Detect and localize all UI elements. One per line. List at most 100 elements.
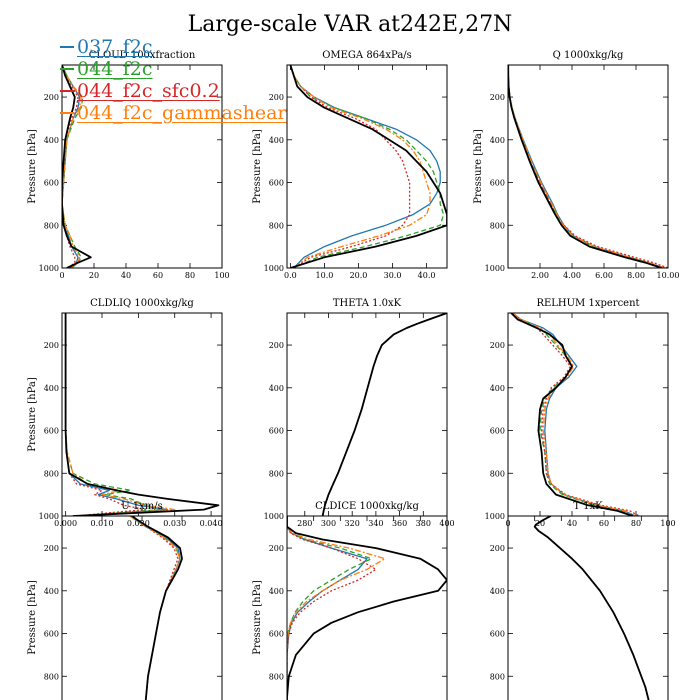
y-tick-label: 1000 bbox=[264, 512, 284, 521]
x-tick-label: 380 bbox=[416, 519, 431, 528]
x-tick-label: 10.0 bbox=[316, 271, 334, 280]
panel-title: T 1xK bbox=[573, 501, 603, 512]
series-line-1 bbox=[287, 516, 368, 700]
y-tick-label: 800 bbox=[269, 672, 284, 681]
x-tick-label: 8.00 bbox=[627, 271, 645, 280]
x-tick-label: 360 bbox=[392, 519, 407, 528]
y-axis-label: Pressure [hPa] bbox=[252, 129, 263, 204]
legend-label: 044_f2c_sfc0.2 bbox=[77, 80, 220, 102]
y-tick-label: 800 bbox=[44, 221, 59, 230]
series-line-4 bbox=[534, 516, 650, 700]
series-line-4 bbox=[512, 313, 637, 516]
x-tick-label: 340 bbox=[368, 519, 383, 528]
series-line-1 bbox=[129, 516, 181, 700]
reference-line bbox=[131, 516, 183, 700]
reference-line bbox=[508, 65, 662, 268]
x-tick-label: 30.0 bbox=[384, 271, 402, 280]
panel-frame bbox=[507, 312, 669, 517]
x-tick-label: 20.0 bbox=[350, 271, 368, 280]
y-tick-label: 1000 bbox=[39, 264, 59, 273]
series-line-1 bbox=[534, 516, 650, 700]
series-group bbox=[64, 313, 220, 516]
y-tick-label: 200 bbox=[269, 341, 284, 350]
series-line-3 bbox=[534, 516, 650, 700]
y-tick-label: 400 bbox=[490, 136, 505, 145]
y-tick-label: 200 bbox=[44, 544, 59, 553]
legend-label: 044_f2c_gammashear bbox=[77, 102, 287, 124]
series-group bbox=[508, 65, 668, 268]
series-line-4 bbox=[287, 516, 386, 700]
x-tick-label: 6.00 bbox=[595, 271, 613, 280]
y-tick-label: 800 bbox=[44, 469, 59, 478]
panel-title: CLDLIQ 1000xkg/kg bbox=[90, 298, 194, 309]
chart-panel: THETA 1.0xK 200 400 600 800 1000 280 300 320 340 3… bbox=[264, 298, 455, 528]
y-tick-label: 400 bbox=[44, 384, 59, 393]
y-tick-label: 200 bbox=[490, 544, 505, 553]
x-tick-label: 0.040 bbox=[200, 519, 223, 528]
legend-item: 044_f2c bbox=[60, 58, 287, 80]
legend-swatch bbox=[60, 68, 74, 70]
legend-label: 037_f2c bbox=[77, 36, 153, 58]
reference-line bbox=[321, 313, 447, 516]
legend-swatch bbox=[60, 46, 74, 48]
y-tick-label: 600 bbox=[269, 630, 284, 639]
y-tick-label: 800 bbox=[490, 672, 505, 681]
panel-frame bbox=[286, 312, 448, 517]
x-tick-label: 60 bbox=[153, 271, 163, 280]
x-tick-label: 80 bbox=[631, 519, 641, 528]
x-tick-label: 300 bbox=[321, 519, 336, 528]
y-tick-label: 600 bbox=[490, 630, 505, 639]
reference-line bbox=[510, 313, 634, 516]
chart-panel: T 1xK20040060080010001802002202402602803… bbox=[490, 501, 669, 700]
x-tick-label: 40 bbox=[567, 519, 577, 528]
x-tick-label: 40 bbox=[121, 271, 131, 280]
y-axis-label: Pressure [hPa] bbox=[473, 129, 484, 204]
y-tick-label: 600 bbox=[490, 427, 505, 436]
y-axis-label: Pressure [hPa] bbox=[27, 580, 38, 655]
reference-line bbox=[64, 313, 220, 516]
y-tick-label: 1000 bbox=[485, 264, 505, 273]
x-tick-label: 60 bbox=[599, 519, 609, 528]
legend-swatch bbox=[60, 90, 74, 92]
legend-swatch bbox=[60, 112, 74, 114]
legend-item: 044_f2c_sfc0.2 bbox=[60, 80, 287, 102]
panel-frame bbox=[286, 64, 448, 269]
series-line-2 bbox=[534, 516, 650, 700]
y-tick-label: 600 bbox=[44, 630, 59, 639]
y-tick-label: 400 bbox=[269, 587, 284, 596]
chart-panel: OMEGA 864xPa/s Pressure [hPa] 200 400 600 800… bbox=[252, 50, 448, 280]
series-group bbox=[533, 516, 650, 700]
series-line-1 bbox=[512, 313, 637, 516]
panel-title: Q 1000xkg/kg bbox=[553, 50, 624, 61]
series-group bbox=[289, 65, 447, 268]
panel-frame bbox=[507, 64, 669, 269]
legend-label: 044_f2c bbox=[77, 58, 153, 80]
y-tick-label: 600 bbox=[490, 179, 505, 188]
series-group bbox=[321, 313, 447, 516]
series-line-3 bbox=[289, 65, 411, 268]
x-tick-label: 20 bbox=[535, 519, 545, 528]
y-tick-label: 1000 bbox=[485, 512, 505, 521]
series-line-3 bbox=[129, 516, 179, 700]
series-group bbox=[129, 516, 183, 700]
panel-frame bbox=[507, 515, 669, 700]
y-tick-label: 400 bbox=[269, 136, 284, 145]
x-tick-label: 280 bbox=[297, 519, 312, 528]
panel-frame bbox=[61, 515, 223, 700]
chart-panel: CLDICE 1000xkg/kg Pressure [hPa] 200 400 600… bbox=[252, 501, 448, 700]
y-tick-label: 800 bbox=[269, 469, 284, 478]
series-line-3 bbox=[287, 516, 377, 700]
panel-title: CLOUD 100xfraction bbox=[89, 50, 196, 61]
y-tick-label: 400 bbox=[269, 384, 284, 393]
x-tick-label: 0 bbox=[59, 271, 64, 280]
series-group bbox=[62, 65, 92, 268]
series-line-4 bbox=[64, 313, 176, 516]
y-tick-label: 400 bbox=[490, 384, 505, 393]
series-line-2 bbox=[64, 313, 161, 516]
y-tick-label: 200 bbox=[490, 93, 505, 102]
chart-panel: CLDLIQ 1000xkg/kg Pressure [hPa] 200 400 600… bbox=[27, 298, 223, 528]
y-tick-label: 800 bbox=[269, 221, 284, 230]
